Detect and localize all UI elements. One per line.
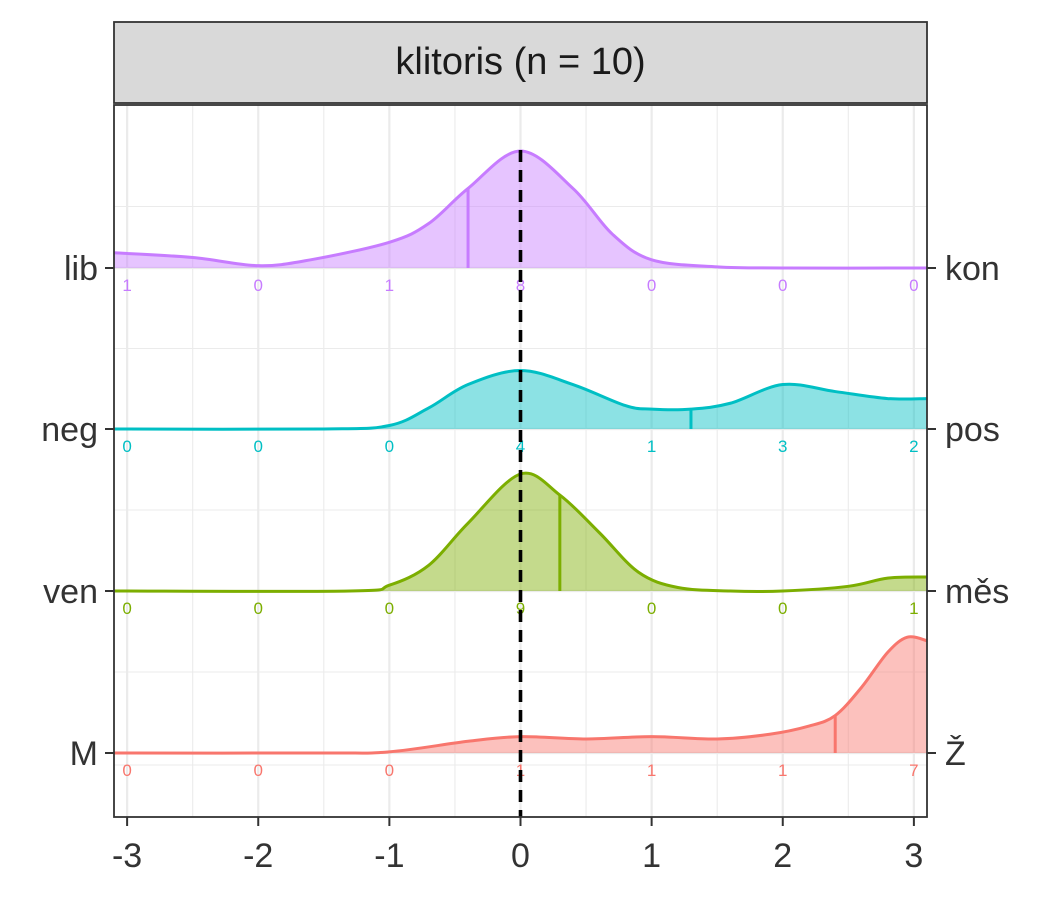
count-label-M: 0 (254, 761, 263, 780)
count-label-neg: 1 (647, 437, 656, 456)
x-tick-label: -2 (243, 837, 273, 875)
density-line-neg (113, 368, 928, 431)
count-label-lib: 1 (122, 276, 131, 295)
count-label-neg: 3 (778, 437, 787, 456)
x-tick-label: -3 (112, 837, 142, 875)
x-tick-label: -1 (374, 837, 404, 875)
count-label-ven: 9 (516, 599, 525, 618)
count-label-M: 1 (778, 761, 787, 780)
x-tick-label: 0 (511, 837, 530, 875)
ridge-M: 0001117 (113, 635, 928, 780)
axes: lib kon neg pos ven měs M Ž -3 -2 -1 0 1 2 3 (41, 250, 1009, 875)
y-label-right-kon: kon (945, 250, 1000, 288)
count-label-M: 7 (909, 761, 918, 780)
count-label-ven: 0 (647, 599, 656, 618)
count-label-lib: 8 (516, 276, 525, 295)
count-label-ven: 0 (778, 599, 787, 618)
count-label-lib: 0 (647, 276, 656, 295)
density-area-M (114, 636, 927, 754)
count-label-ven: 1 (909, 599, 918, 618)
count-label-ven: 0 (122, 599, 131, 618)
density-area-lib (114, 151, 927, 269)
x-tick-label: 1 (642, 837, 661, 875)
count-label-lib: 1 (385, 276, 394, 295)
y-label-left-M: M (70, 735, 98, 773)
x-tick-label: 3 (904, 837, 923, 875)
count-label-neg: 0 (385, 437, 394, 456)
y-label-right-měs: měs (945, 573, 1009, 611)
count-label-ven: 0 (254, 599, 263, 618)
y-label-left-ven: ven (43, 573, 98, 611)
y-label-right-pos: pos (945, 411, 1000, 449)
chart-title: klitoris (n = 10) (395, 41, 645, 83)
count-label-neg: 2 (909, 437, 918, 456)
count-label-neg: 4 (516, 437, 525, 456)
x-tick-label: 2 (773, 837, 792, 875)
ridge-lib: 1 0 1 8 0 0 0 (113, 149, 928, 295)
count-label-ven: 0 (385, 599, 394, 618)
density-line-ven (113, 471, 928, 594)
count-label-lib: 0 (254, 276, 263, 295)
count-label-lib: 0 (909, 276, 918, 295)
count-label-neg: 0 (122, 437, 131, 456)
count-label-M: 0 (385, 761, 394, 780)
y-label-right-Ž: Ž (945, 735, 966, 773)
facet-strip (113, 21, 928, 104)
count-label-M: 0 (122, 761, 131, 780)
count-label-neg: 0 (254, 437, 263, 456)
count-label-lib: 0 (778, 276, 787, 295)
y-label-left-neg: neg (41, 411, 98, 449)
count-label-M: 1 (647, 761, 656, 780)
density-line-lib (113, 149, 928, 270)
density-line-M (113, 635, 928, 755)
y-label-left-lib: lib (64, 250, 98, 288)
